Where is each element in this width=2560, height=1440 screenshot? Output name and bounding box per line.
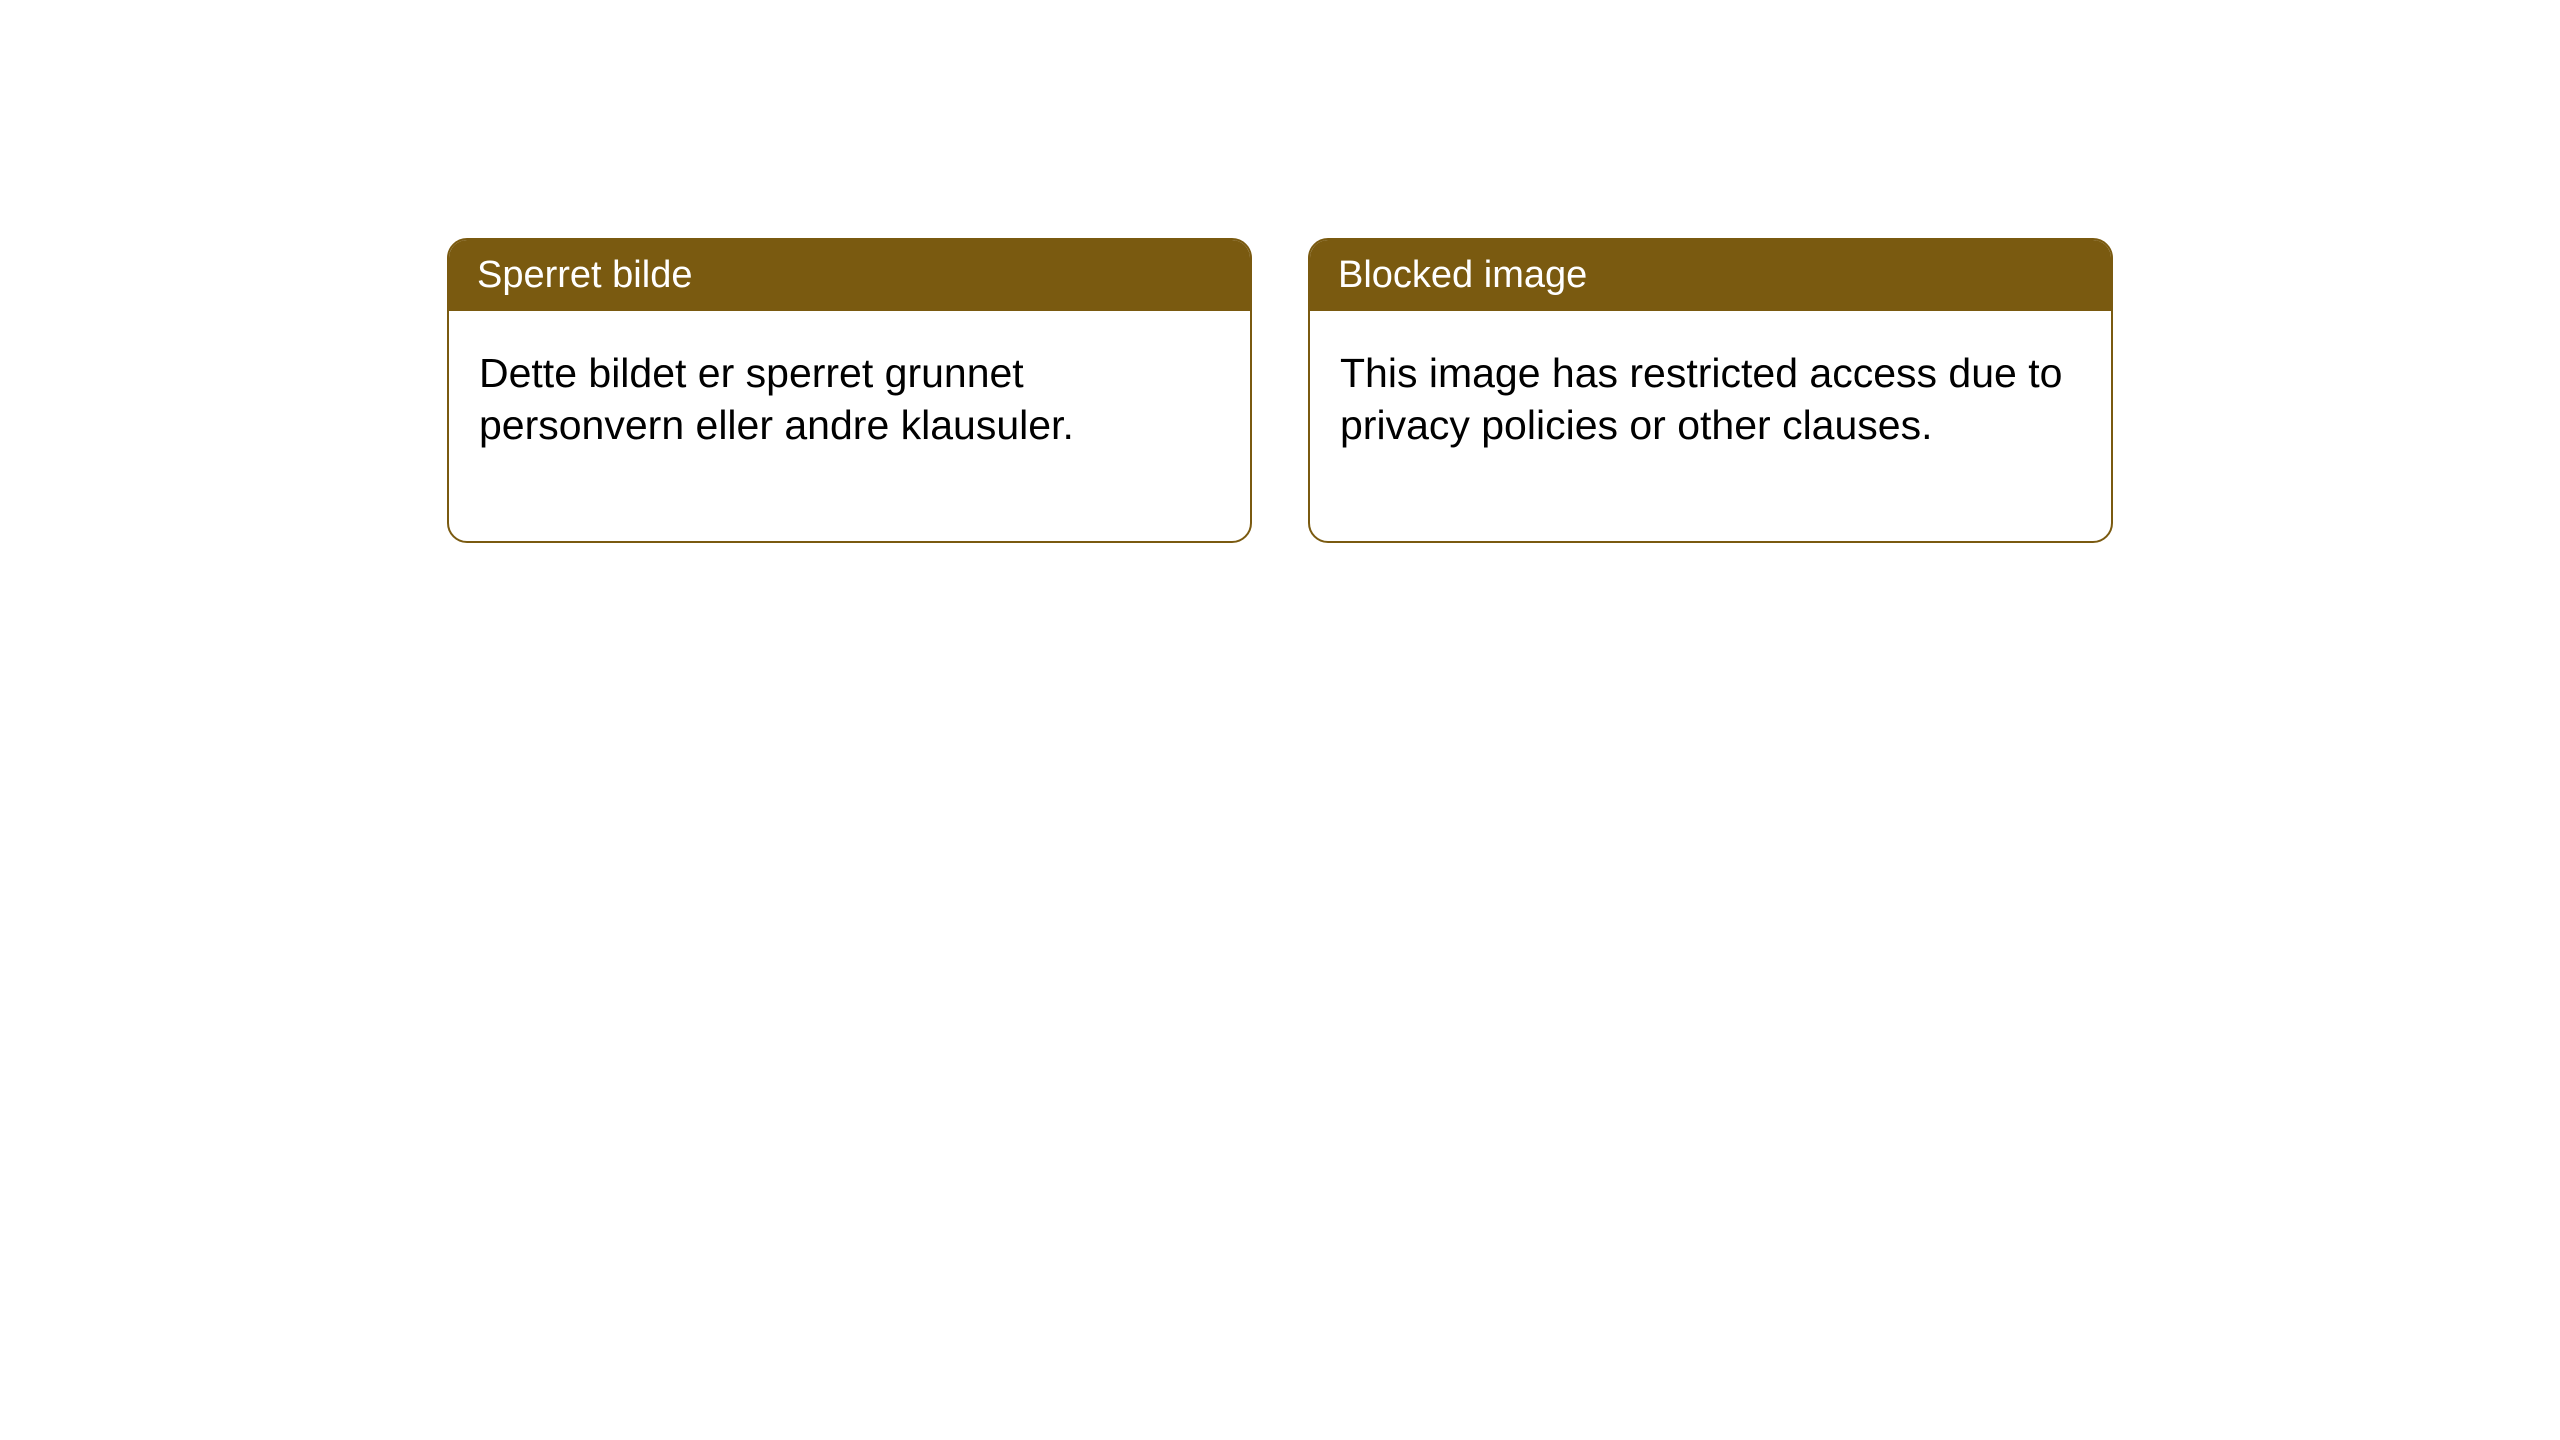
notice-container: Sperret bilde Dette bildet er sperret gr… — [0, 0, 2560, 543]
blocked-image-notice-en: Blocked image This image has restricted … — [1308, 238, 2113, 543]
notice-title-en: Blocked image — [1310, 240, 2111, 311]
notice-body-en: This image has restricted access due to … — [1310, 311, 2111, 541]
notice-body-no: Dette bildet er sperret grunnet personve… — [449, 311, 1250, 541]
notice-title-no: Sperret bilde — [449, 240, 1250, 311]
blocked-image-notice-no: Sperret bilde Dette bildet er sperret gr… — [447, 238, 1252, 543]
